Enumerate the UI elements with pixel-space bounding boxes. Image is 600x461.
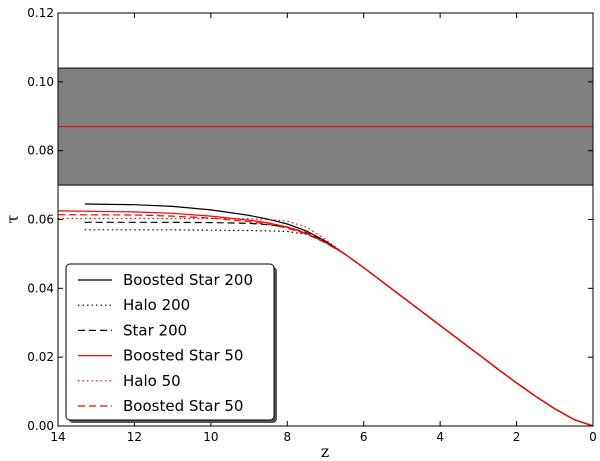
x-tick-label: 10 [203,430,218,444]
x-tick-label: 2 [513,430,521,444]
legend-label-3: Star 200 [123,321,187,339]
y-tick-label: 0.12 [27,6,54,20]
band-layer [57,67,594,186]
y-tick-label: 0.00 [27,419,54,433]
legend-label-6: Boosted Star 50 [123,397,243,415]
x-tick-label: 12 [127,430,142,444]
series-layer [57,203,594,427]
legend-label-5: Halo 50 [123,372,181,390]
x-tick-label: 8 [283,430,291,444]
y-axis-label: τ [3,214,22,223]
legend-label-4: Boosted Star 50 [123,347,243,365]
x-tick-label: 14 [50,430,65,444]
legend-label-2: Halo 200 [123,296,190,314]
y-tick-label: 0.08 [27,144,54,158]
y-tick-label: 0.10 [27,75,54,89]
x-tick-label: 0 [589,430,597,444]
y-tick-label: 0.02 [27,350,54,364]
legend-label-1: Boosted Star 200 [123,271,253,289]
series-line-6 [57,214,594,427]
series-line-5 [58,217,594,427]
y-tick-label: 0.04 [27,281,54,295]
x-tick-label: 4 [436,430,444,444]
ticks-layer: 14 12 10 8 6 4 2 0 0.00 0.02 0.04 0.06 0.08 0.10 0.12 [27,6,597,444]
y-tick-label: 0.06 [27,213,54,227]
legend-box [65,263,275,421]
x-tick-label: 6 [360,430,368,444]
x-axis-label: z [321,442,329,461]
legend: Boosted Star 200 Halo 200 Star 200 Boosted … [65,263,277,423]
